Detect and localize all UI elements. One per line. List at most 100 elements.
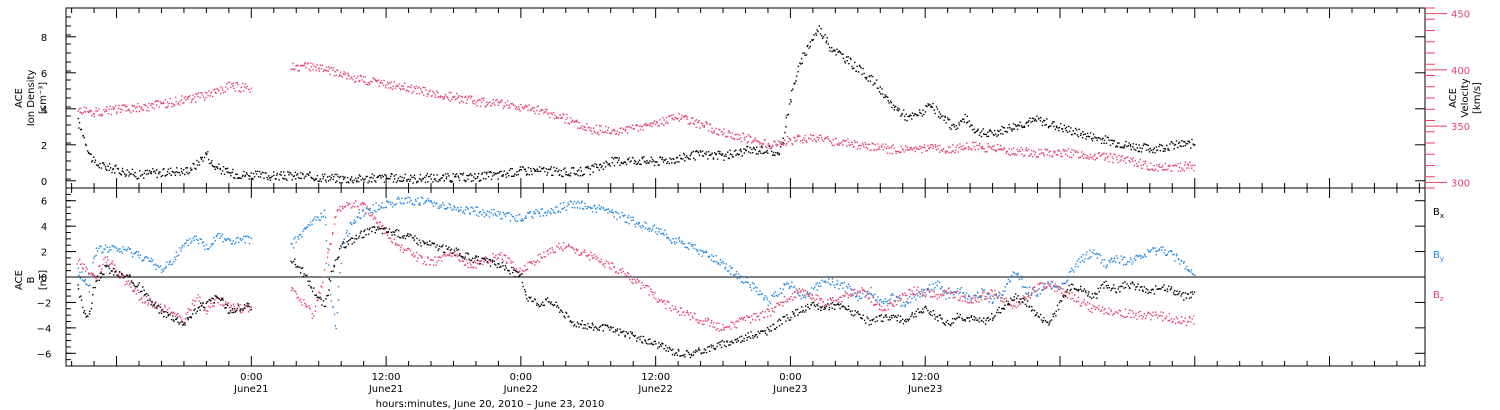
velocity-point <box>598 125 601 127</box>
bz-point <box>1045 287 1048 289</box>
bz-point <box>321 286 323 288</box>
ion-density-point <box>295 178 297 180</box>
bz-point <box>494 256 496 259</box>
velocity-point <box>217 88 219 91</box>
bz-point <box>791 292 794 295</box>
velocity-point <box>1065 150 1068 152</box>
velocity-point <box>779 143 781 145</box>
by-point <box>1015 273 1018 275</box>
by-point <box>1191 273 1194 275</box>
bz-point <box>992 295 994 297</box>
velocity-point <box>549 116 551 119</box>
ion-density-point <box>721 154 723 156</box>
ion-density-point <box>1167 149 1169 151</box>
bz-point <box>378 221 381 223</box>
by-point <box>430 201 433 203</box>
by-point <box>1063 282 1065 284</box>
bz-point <box>650 288 652 290</box>
bz-point <box>924 291 926 294</box>
velocity-point <box>1094 159 1096 161</box>
by-point <box>494 212 496 215</box>
velocity-point <box>1193 169 1195 172</box>
bz-point <box>537 254 539 256</box>
velocity-point <box>1182 168 1184 171</box>
by-point <box>1172 253 1174 256</box>
bz-point <box>629 275 632 277</box>
by-point <box>528 211 531 214</box>
velocity-point <box>172 103 174 105</box>
by-point <box>820 285 822 287</box>
ion-density-point <box>635 163 638 165</box>
velocity-point <box>533 107 535 109</box>
bz-point <box>147 304 149 306</box>
velocity-point <box>222 89 224 92</box>
velocity-point <box>374 78 376 80</box>
bz-point <box>880 309 882 311</box>
ion-density-point <box>942 115 944 117</box>
ion-density-point <box>1138 144 1140 146</box>
velocity-point <box>105 109 107 111</box>
bz-point <box>1164 318 1166 320</box>
bz-point <box>238 306 240 308</box>
ion-density-point <box>686 155 688 157</box>
ion-density-point <box>833 49 835 51</box>
by-point <box>1007 278 1010 280</box>
bx-point <box>150 304 152 306</box>
velocity-point <box>1012 153 1015 155</box>
bottom-left-tick-label: 6 <box>41 197 47 208</box>
ion-density-point <box>646 160 648 162</box>
ion-density-point <box>820 27 822 30</box>
velocity-point <box>733 138 736 140</box>
ion-density-point <box>98 166 100 169</box>
bz-point <box>781 301 784 303</box>
bz-point <box>455 255 457 257</box>
bz-point <box>1184 317 1186 320</box>
bz-point <box>554 251 557 253</box>
ion-density-point <box>1034 118 1037 121</box>
bz-point <box>413 256 415 258</box>
ion-density-point <box>844 62 847 64</box>
ion-density-point <box>491 175 494 177</box>
by-point <box>823 280 825 283</box>
by-point <box>81 271 83 273</box>
ion-density-point <box>166 170 169 173</box>
by-point <box>916 293 918 295</box>
by-point <box>123 248 125 250</box>
by-point <box>402 202 404 204</box>
bz-point <box>144 302 146 304</box>
ion-density-point <box>1021 126 1023 129</box>
ion-density-point <box>192 162 194 165</box>
bz-point <box>652 293 654 296</box>
bz-point <box>174 315 177 318</box>
velocity-point <box>538 113 540 115</box>
by-point <box>1047 282 1050 284</box>
ion-density-point <box>522 166 524 168</box>
velocity-point <box>126 105 128 108</box>
velocity-point <box>705 121 707 123</box>
bz-point <box>510 262 512 264</box>
bz-point <box>859 292 861 294</box>
by-point <box>616 218 618 221</box>
by-point <box>739 275 742 277</box>
ion-density-point <box>715 153 717 155</box>
ion-density-point <box>1150 149 1152 151</box>
bz-point <box>91 273 94 275</box>
by-point <box>332 306 334 308</box>
bz-point <box>357 205 359 208</box>
by-point <box>573 200 575 203</box>
by-point <box>722 262 725 265</box>
ion-density-point <box>77 117 79 120</box>
by-point <box>561 208 563 210</box>
velocity-point <box>1104 157 1107 159</box>
velocity-point <box>1102 153 1104 155</box>
velocity-point <box>333 75 336 77</box>
velocity-point <box>988 145 990 147</box>
ion-density-point <box>144 169 147 172</box>
by-point <box>224 238 226 240</box>
bz-point <box>411 254 414 256</box>
velocity-point <box>1112 157 1115 160</box>
ion-density-point <box>196 164 199 166</box>
ion-density-point <box>883 96 885 99</box>
velocity-point <box>489 101 491 103</box>
by-point <box>215 235 218 238</box>
